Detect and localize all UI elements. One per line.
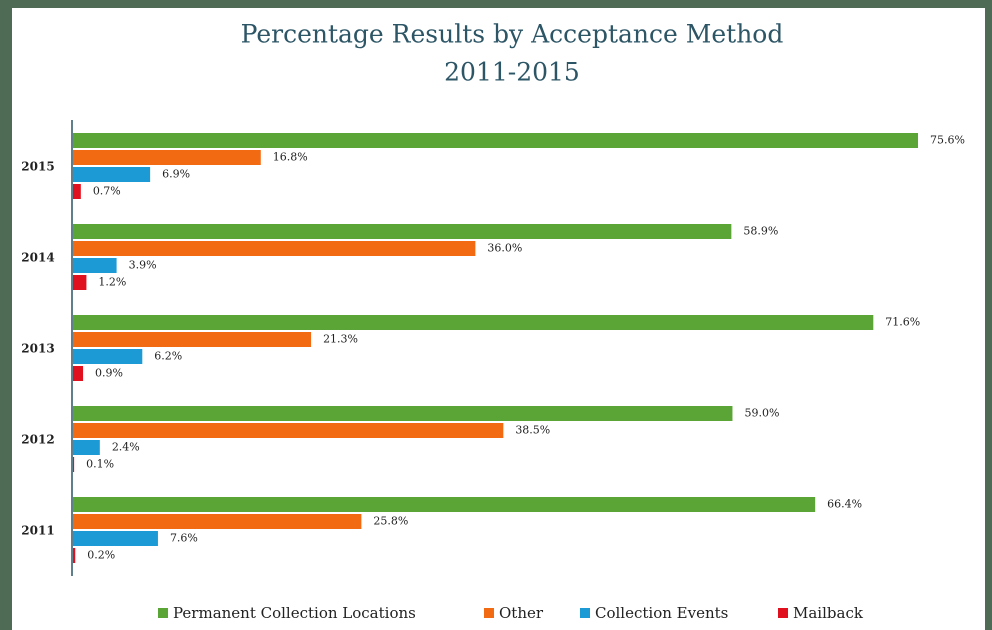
bar [73,258,117,273]
data-label: 59.0% [744,407,779,420]
bar [73,406,733,421]
bar [73,497,816,512]
data-label: 2.4% [112,441,140,454]
bar [73,167,151,182]
bar [73,224,732,239]
data-label: 38.5% [515,424,550,437]
bar [73,531,158,546]
data-label: 1.2% [98,276,126,289]
y-tick-label: 2012 [21,433,54,447]
chart-subtitle: 2011-2015 [444,58,580,87]
data-label: 0.2% [87,549,115,562]
data-label: 16.8% [273,151,308,164]
bar [73,241,476,256]
legend-label: Mailback [793,604,864,622]
y-tick-label: 2013 [21,342,54,356]
bar [73,440,100,455]
legend-label: Permanent Collection Locations [173,604,416,622]
bar [73,548,76,563]
y-tick-label: 2015 [21,160,54,174]
data-label: 21.3% [323,333,358,346]
data-label: 7.6% [170,532,198,545]
legend-label: Other [499,604,544,622]
bar [73,457,75,472]
bar [73,366,84,381]
data-label: 0.9% [95,367,123,380]
bar [73,349,143,364]
legend-label: Collection Events [595,604,728,622]
bar [73,133,918,148]
data-label: 36.0% [487,242,522,255]
bar [73,275,87,290]
data-label: 0.1% [86,458,114,471]
data-label: 6.9% [162,168,190,181]
bar [73,423,504,438]
bar [73,332,312,347]
bar [73,184,81,199]
y-tick-label: 2014 [21,251,54,265]
legend-swatch [158,608,168,618]
bar [73,150,261,165]
legend-swatch [484,608,494,618]
legend-swatch [778,608,788,618]
bar [73,315,874,330]
data-label: 25.8% [373,515,408,528]
data-label: 75.6% [930,134,965,147]
data-label: 66.4% [827,498,862,511]
data-label: 6.2% [154,350,182,363]
data-label: 58.9% [743,225,778,238]
data-label: 71.6% [885,316,920,329]
y-tick-label: 2011 [21,524,54,538]
legend-swatch [580,608,590,618]
bar [73,514,362,529]
chart-title: Percentage Results by Acceptance Method [241,20,784,49]
data-label: 0.7% [93,185,121,198]
data-label: 3.9% [129,259,157,272]
